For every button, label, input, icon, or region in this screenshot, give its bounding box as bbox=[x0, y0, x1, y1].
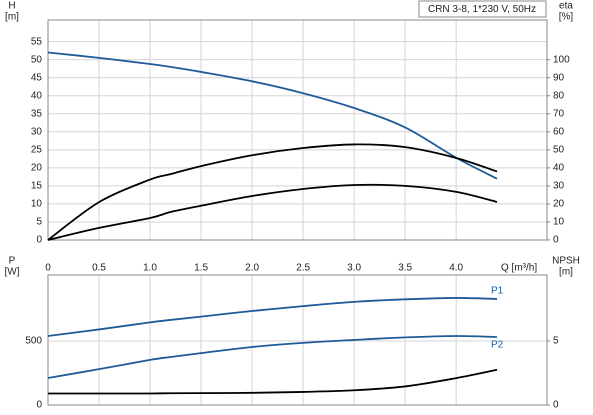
curve bbox=[47, 183, 498, 241]
y-tick-label: 10 bbox=[31, 199, 43, 210]
y-tick-label: 45 bbox=[31, 72, 43, 83]
curve bbox=[48, 368, 498, 395]
title-box bbox=[418, 0, 547, 18]
y2-tick-label: 0 bbox=[553, 400, 559, 411]
y-axis-unit: [W] bbox=[5, 267, 20, 278]
y-axis-label: P bbox=[9, 256, 16, 267]
curve bbox=[47, 297, 498, 337]
y2-tick-label: 5 bbox=[553, 336, 559, 347]
y-tick-label: 55 bbox=[31, 36, 43, 47]
x-tick-label: 3.5 bbox=[398, 263, 412, 274]
plot-frame bbox=[47, 19, 548, 241]
y-tick-label: 30 bbox=[31, 126, 43, 137]
curve bbox=[47, 335, 498, 379]
curve bbox=[47, 143, 498, 241]
y-tick-label: 50 bbox=[31, 54, 43, 65]
curve-label: P2 bbox=[491, 340, 504, 351]
y-axis-unit: [m] bbox=[5, 12, 19, 23]
y2-axis-label: NPSH bbox=[552, 256, 580, 267]
y-tick-label: 40 bbox=[31, 90, 43, 101]
y2-tick-label: 0 bbox=[553, 235, 559, 246]
curve-label: P1 bbox=[491, 286, 504, 297]
x-tick-label: 0.5 bbox=[92, 263, 106, 274]
x-tick-label: 4.0 bbox=[449, 263, 463, 274]
y-tick-label: 20 bbox=[31, 163, 43, 174]
y2-axis-unit: [%] bbox=[559, 12, 574, 23]
y-axis-label: H bbox=[8, 1, 15, 12]
y-tick-label: 5 bbox=[36, 217, 42, 228]
curve bbox=[47, 51, 498, 180]
x-tick-label: 3.0 bbox=[347, 263, 361, 274]
y2-tick-label: 10 bbox=[553, 217, 565, 228]
x-tick-label: 2.0 bbox=[245, 263, 259, 274]
y2-tick-label: 50 bbox=[553, 144, 565, 155]
y-tick-label: 0 bbox=[36, 400, 42, 411]
y-tick-label: 25 bbox=[31, 144, 43, 155]
y2-tick-label: 90 bbox=[553, 72, 565, 83]
y2-tick-label: 20 bbox=[553, 199, 565, 210]
y-tick-label: 35 bbox=[31, 108, 43, 119]
y2-axis-unit: [m] bbox=[559, 267, 573, 278]
x-tick-label: 1.0 bbox=[143, 263, 157, 274]
y2-tick-label: 40 bbox=[553, 163, 565, 174]
plot-frame bbox=[47, 274, 548, 406]
x-axis-label: Q [m³/h] bbox=[501, 263, 537, 274]
y2-tick-label: 100 bbox=[553, 54, 570, 65]
x-tick-label: 2.5 bbox=[296, 263, 310, 274]
chart-title: CRN 3-8, 1*230 V, 50Hz bbox=[428, 4, 536, 15]
y2-axis-label: eta bbox=[559, 1, 573, 12]
y-tick-label: 500 bbox=[25, 336, 42, 347]
y-tick-label: 15 bbox=[31, 181, 43, 192]
y-tick-label: 0 bbox=[36, 235, 42, 246]
x-tick-label: 0 bbox=[45, 263, 51, 274]
y2-tick-label: 60 bbox=[553, 126, 565, 137]
x-tick-label: 1.5 bbox=[194, 263, 208, 274]
y2-tick-label: 70 bbox=[553, 108, 565, 119]
y2-tick-label: 80 bbox=[553, 90, 565, 101]
y2-tick-label: 30 bbox=[553, 181, 565, 192]
